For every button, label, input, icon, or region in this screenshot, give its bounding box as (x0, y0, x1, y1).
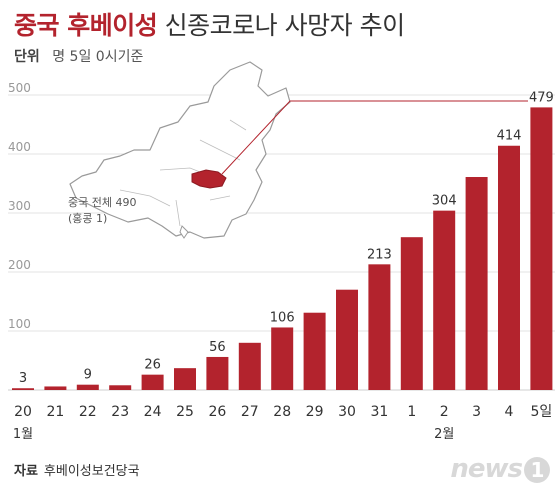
bar (303, 312, 326, 390)
x-tick-label: 24 (144, 404, 162, 420)
y-tick-label: 100 (8, 317, 31, 331)
x-tick-label: 22 (79, 404, 97, 420)
x-tick-label: 21 (46, 404, 64, 420)
bar (368, 264, 391, 390)
bar (238, 342, 261, 390)
x-tick-label: 28 (273, 404, 291, 420)
bar (76, 384, 99, 390)
y-tick-label: 200 (8, 258, 31, 272)
x-axis-ticks: 20 21 22 23 24 25 26 27 28 29 30 31 1 2 3 4 5일 (14, 404, 552, 420)
bar (465, 177, 488, 390)
data-label: 9 (84, 368, 92, 383)
unit-text: 명 5일 0시기준 (52, 49, 144, 65)
data-label: 3 (19, 371, 27, 386)
bars (12, 107, 553, 390)
data-label: 304 (432, 194, 457, 209)
hubei-highlight (191, 169, 227, 189)
month-label: 1월 (13, 427, 33, 442)
x-tick-label: 4 (505, 404, 514, 420)
y-tick-label: 500 (8, 81, 31, 95)
callout-line (221, 100, 528, 175)
bar (336, 289, 358, 390)
source-note: 자료 후베이성보건당국 (14, 460, 140, 479)
x-tick-label: 20 (14, 404, 32, 420)
y-tick-label: 400 (8, 140, 31, 154)
map-note-hongkong: (홍콩 1) (68, 211, 107, 225)
x-tick-label: 30 (338, 404, 356, 420)
x-tick-label: 23 (111, 404, 129, 420)
x-tick-label: 29 (306, 404, 324, 420)
map-note-total: 중국 전체 490 (68, 196, 136, 209)
data-labels: 3 9 26 56 106 213 304 414 479 (19, 90, 554, 386)
source-label: 자료 (14, 464, 38, 479)
bar (498, 145, 520, 390)
source-text: 후베이성보건당국 (43, 464, 140, 479)
y-axis-ticks: 100 200 300 400 500 (8, 81, 31, 331)
logo-text: news (450, 454, 523, 484)
title-rest: 신종코로나 사망자 추이 (164, 11, 405, 40)
bar (12, 388, 34, 390)
unit-note: 단위 명 5일 0시기준 (14, 46, 143, 66)
title-highlight: 중국 후베이성 (14, 11, 158, 40)
month-labels: 1월 2월 (13, 427, 454, 442)
data-label: 56 (209, 340, 226, 355)
bar (530, 107, 553, 390)
data-label: 26 (144, 358, 161, 373)
x-tick-label: 5일 (531, 404, 553, 420)
bar (174, 368, 196, 390)
x-tick-label: 1 (407, 404, 416, 420)
chart-title: 중국 후베이성 신종코로나 사망자 추이 (14, 6, 405, 42)
data-label: 213 (367, 247, 392, 262)
x-tick-label: 27 (241, 404, 259, 420)
logo-badge: 1 (524, 457, 550, 483)
x-tick-label: 2 (440, 404, 449, 420)
x-tick-label: 26 (208, 404, 226, 420)
unit-label: 단위 (14, 49, 40, 65)
data-label: 479 (529, 90, 554, 105)
x-tick-label: 31 (370, 404, 388, 420)
y-tick-label: 300 (8, 199, 31, 213)
bar (400, 237, 423, 390)
month-label: 2월 (434, 427, 454, 442)
bar (206, 356, 229, 390)
bar (141, 374, 164, 390)
news1-logo: news 1 (450, 454, 550, 484)
bar (433, 210, 456, 390)
x-tick-label: 25 (176, 404, 194, 420)
x-tick-label: 3 (472, 404, 481, 420)
china-map-icon (69, 61, 291, 239)
data-label: 414 (497, 129, 522, 144)
bar (44, 386, 67, 390)
bar (109, 385, 132, 390)
data-label: 106 (270, 310, 295, 325)
bar (271, 327, 294, 390)
